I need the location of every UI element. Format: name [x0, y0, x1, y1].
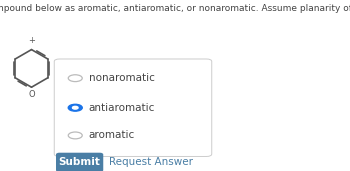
- Text: aromatic: aromatic: [89, 130, 135, 140]
- Text: +: +: [28, 36, 35, 45]
- Text: Classify the compound below as aromatic, antiaromatic, or nonaromatic. Assume pl: Classify the compound below as aromatic,…: [0, 4, 350, 13]
- FancyBboxPatch shape: [56, 153, 103, 171]
- Text: Request Answer: Request Answer: [108, 157, 192, 167]
- Circle shape: [68, 104, 82, 111]
- Text: nonaromatic: nonaromatic: [89, 73, 154, 83]
- Text: antiaromatic: antiaromatic: [89, 103, 155, 113]
- Circle shape: [72, 106, 78, 109]
- Text: Submit: Submit: [59, 157, 100, 167]
- Text: O: O: [28, 90, 35, 99]
- FancyBboxPatch shape: [54, 59, 212, 156]
